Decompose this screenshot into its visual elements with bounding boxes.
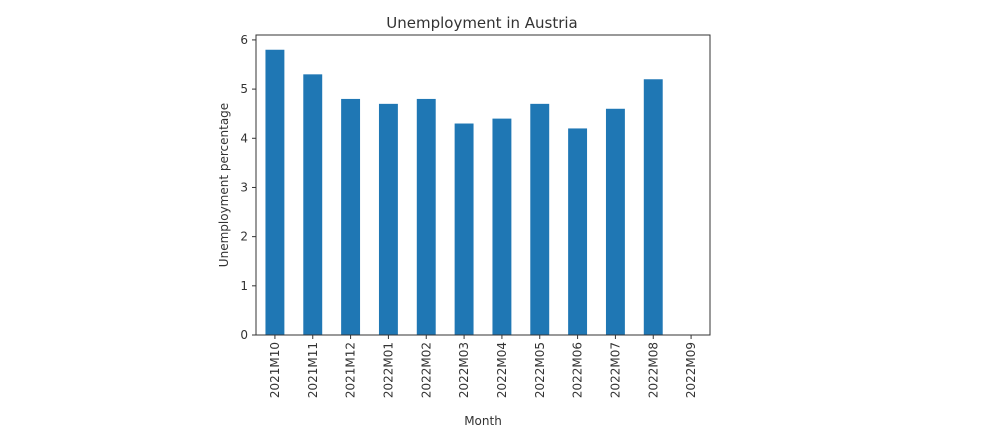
bar-2022M05 <box>530 103 550 335</box>
bar-2022M06 <box>568 128 588 335</box>
bar-2022M01 <box>378 103 398 335</box>
x-tick-label-2021M10: 2021M10 <box>268 342 282 398</box>
bar-2022M04 <box>492 118 512 335</box>
y-tick-label-0: 0 <box>240 328 248 342</box>
bar-2022M07 <box>605 108 625 336</box>
bar-2022M08 <box>643 79 663 335</box>
bar-2021M12 <box>341 98 361 336</box>
x-tick-label-2022M03: 2022M03 <box>457 342 471 398</box>
x-tick-label-2022M04: 2022M04 <box>495 342 509 398</box>
x-tick-label-2022M07: 2022M07 <box>608 342 622 398</box>
chart-title: Unemployment in Austria <box>386 14 578 32</box>
y-tick-label-5: 5 <box>240 82 248 96</box>
y-axis-label: Unemployment percentage <box>217 103 231 267</box>
x-tick-label-2021M11: 2021M11 <box>306 342 320 398</box>
bar-2021M11 <box>303 74 323 335</box>
x-tick-label-2022M05: 2022M05 <box>533 342 547 398</box>
x-tick-label-2022M08: 2022M08 <box>646 342 660 398</box>
x-tick-label-2022M01: 2022M01 <box>381 342 395 398</box>
bar-2022M03 <box>454 123 474 336</box>
x-axis: 2021M10 2021M11 2021M12 2022M01 2022M02 2022M… <box>268 335 698 398</box>
bar-2022M02 <box>416 98 436 336</box>
plot-frame <box>255 34 711 336</box>
y-tick-label-1: 1 <box>240 279 248 293</box>
y-tick-label-2: 2 <box>240 230 248 244</box>
x-tick-label-2021M12: 2021M12 <box>344 342 358 398</box>
x-axis-label: Month <box>464 414 502 428</box>
bar-group <box>265 49 663 336</box>
bar-2021M10 <box>265 49 285 335</box>
x-tick-label-2022M06: 2022M06 <box>571 342 585 398</box>
x-tick-label-2022M09: 2022M09 <box>684 342 698 398</box>
y-tick-label-3: 3 <box>240 180 248 194</box>
x-tick-label-2022M02: 2022M02 <box>419 342 433 398</box>
y-tick-label-4: 4 <box>240 131 248 145</box>
y-tick-label-6: 6 <box>240 33 248 47</box>
y-axis: 0 1 2 3 4 5 6 <box>240 33 256 342</box>
